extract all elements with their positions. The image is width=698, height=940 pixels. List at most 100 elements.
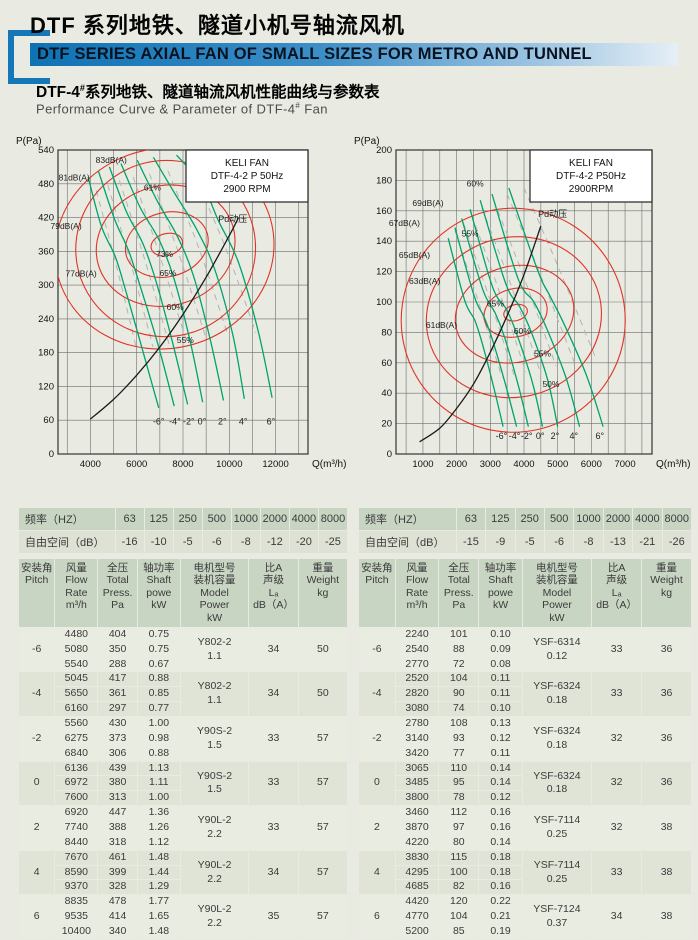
value-cell: 4685	[395, 880, 439, 895]
noise-spectrum-table-right: 频率（HZ） 63 125 250 500 1000 2000 4000 8000 自由空间（dB…	[358, 507, 692, 554]
motor-model-cell: YSF-7114 0.25	[522, 850, 592, 895]
pitch-curve-2°	[136, 159, 225, 401]
motor-model-cell: Y802-2 1.1	[180, 627, 249, 672]
chart-annotations: 83dB(A) 81dB(A) 79dB(A) 77dB(A) 61% 73% 65% 60%…	[51, 155, 276, 427]
efficiency-label: 60%	[514, 326, 531, 336]
value-cell: 77	[439, 746, 479, 761]
svg-text:4000: 4000	[513, 459, 534, 470]
value-cell: 108	[439, 717, 479, 731]
value-cell: 88	[439, 642, 479, 657]
value-cell: 2240	[395, 627, 439, 642]
page-subtitle: DTF SERIES AXIAL FAN OF SMALL SIZES FOR …	[37, 45, 592, 63]
value-cell: 4480	[55, 627, 98, 642]
pitch-curve-0°	[120, 163, 204, 403]
noise-cell: 35	[249, 895, 298, 939]
param-row: -6 4480 404 0.75 Y802-2 1.1 34 50	[19, 627, 347, 672]
value-cell: 100	[439, 865, 479, 880]
value-cell: 288	[98, 657, 137, 672]
value-cell: 0.12	[479, 731, 522, 746]
efficiency-contours	[400, 207, 626, 433]
noise-cell: 32	[592, 761, 642, 806]
pitch-curve-6°	[508, 187, 604, 427]
value-cell: 8835	[55, 895, 98, 910]
pitch-cell: 0	[19, 761, 55, 806]
motor-model-cell: Y802-2 1.1	[180, 672, 249, 717]
weight-cell: 38	[642, 806, 691, 850]
value-cell: 104	[439, 910, 479, 925]
weight-cell: 57	[298, 806, 347, 850]
noise-level-label: 79dB(A)	[51, 221, 82, 231]
value-cell: 414	[98, 910, 137, 925]
svg-text:40: 40	[381, 388, 392, 399]
value-cell: 0.13	[479, 717, 522, 731]
svg-text:300: 300	[38, 280, 54, 291]
pitch-curve--6°	[447, 237, 504, 427]
value-cell: 4770	[395, 910, 439, 925]
value-cell: 0.12	[479, 791, 522, 806]
efficiency-label: 60%	[167, 302, 184, 312]
value-cell: 101	[439, 627, 479, 642]
value-cell: 0.98	[137, 731, 180, 746]
value-cell: 0.21	[479, 910, 522, 925]
svg-text:6000: 6000	[126, 459, 147, 470]
value-cell: 430	[98, 717, 137, 731]
freq-value-row: 自由空间（dB） -16 -10 -5 -6 -8 -12 -20 -25	[19, 531, 347, 553]
value-cell: 5540	[55, 657, 98, 672]
column-header-noise: 比A 声级 Lₐ dB（A）	[592, 559, 642, 627]
freq-value-row: 自由空间（dB） -15 -9 -5 -6 -8 -13 -21 -26	[359, 531, 691, 553]
svg-text:0: 0	[387, 449, 392, 460]
dynamic-pressure-label: Pd动压	[218, 214, 247, 224]
value-cell: 1.44	[137, 865, 180, 880]
weight-cell: 38	[642, 850, 691, 895]
freq-header-row: 频率（HZ） 63 125 250 500 1000 2000 4000 8000	[19, 508, 347, 530]
weight-cell: 36	[642, 672, 691, 717]
efficiency-label: 50%	[542, 379, 559, 389]
section-title: DTF-4#系列地铁、隧道轴流风机性能曲线与参数表	[36, 82, 380, 101]
value-cell: 1.77	[137, 895, 180, 910]
value-cell: 5560	[55, 717, 98, 731]
efficiency-label: 55%	[534, 349, 551, 359]
pitch-cell: 6	[359, 895, 395, 939]
value-cell: 78	[439, 791, 479, 806]
value-cell: 7740	[55, 821, 98, 835]
value-cell: 2540	[395, 642, 439, 657]
value-cell: 313	[98, 791, 137, 806]
noise-spectrum-table-left: 频率（HZ） 63 125 250 500 1000 2000 4000 8000 自由空间（dB…	[18, 507, 348, 554]
pitch-curve--4°	[97, 171, 175, 407]
param-row: 2540 88 0.09	[359, 642, 691, 657]
param-row: 3080 74 0.10	[359, 702, 691, 717]
value-cell: 380	[98, 776, 137, 791]
value-cell: 340	[98, 925, 137, 939]
chart-annotations: 69dB(A) 67dB(A) 65dB(A) 63dB(A) 61dB(A) 60% 55…	[389, 178, 605, 440]
value-cell: 90	[439, 687, 479, 702]
column-header-model: 电机型号 装机容量 Model Power kW	[522, 559, 592, 627]
pitch-cell: 0	[359, 761, 395, 806]
param-row: 4770 104 0.21	[359, 910, 691, 925]
value-cell: 461	[98, 850, 137, 865]
value-cell: 0.10	[479, 702, 522, 717]
weight-cell: 36	[642, 717, 691, 761]
parameter-table-left: 安装角 Pitch 风量 Flow Rate m³/h 全压 Total Press. Pa 轴功率…	[18, 558, 348, 940]
param-row: 3870 97 0.16	[359, 821, 691, 835]
value-cell: 6920	[55, 806, 98, 821]
pitch-angle-label: -2°	[183, 417, 195, 427]
param-row: 2 6920 447 1.36 Y90L-2 2.2 33 57	[19, 806, 347, 850]
param-row: 4 7670 461 1.48 Y90L-2 2.2 34 57	[19, 850, 347, 895]
value-cell: 1.00	[137, 717, 180, 731]
value-cell: 6840	[55, 746, 98, 761]
noise-level-label: 83dB(A)	[96, 155, 127, 165]
param-row: 4220 80 0.14	[359, 835, 691, 850]
value-cell: 10400	[55, 925, 98, 939]
weight-cell: 57	[298, 850, 347, 895]
value-cell: 1.29	[137, 880, 180, 895]
value-cell: 1.36	[137, 806, 180, 821]
weight-cell: 36	[642, 627, 691, 672]
noise-cell: 34	[249, 850, 298, 895]
param-row: 3420 77 0.11	[359, 746, 691, 761]
value-cell: 1.48	[137, 850, 180, 865]
legend-line: 2900 RPM	[223, 184, 270, 195]
value-cell: 6160	[55, 702, 98, 717]
noise-cell: 32	[592, 806, 642, 850]
page-title: DTF 系列地铁、隧道小机号轴流风机	[30, 13, 405, 38]
value-cell: 478	[98, 895, 137, 910]
